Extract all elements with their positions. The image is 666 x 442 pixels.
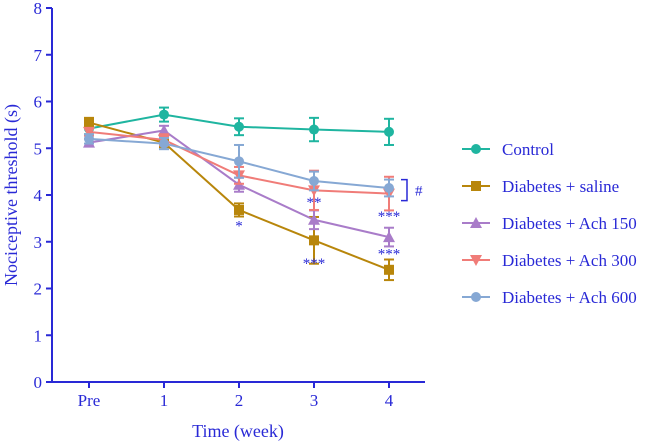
significance-marker: ***	[378, 246, 401, 262]
data-point	[234, 156, 244, 167]
x-axis-title: Time (week)	[192, 421, 284, 442]
legend-label: Control	[502, 140, 554, 159]
data-point	[83, 126, 95, 138]
x-tick-label: 4	[385, 391, 394, 410]
legend-item: Diabetes + Ach 300	[462, 251, 637, 270]
y-tick-label: 8	[34, 0, 43, 18]
data-point	[309, 175, 319, 186]
y-tick-label: 5	[34, 139, 43, 158]
significance-bracket	[401, 178, 408, 202]
significance-marker: #	[415, 183, 423, 199]
series-4	[84, 133, 394, 198]
legend-marker	[470, 217, 482, 228]
significance-marker: ***	[378, 209, 401, 225]
data-point	[84, 133, 94, 144]
significance-marker: *	[235, 218, 243, 234]
annotations: ************#	[235, 178, 423, 272]
data-point	[384, 126, 394, 137]
legend-marker	[471, 181, 481, 191]
data-point	[158, 124, 170, 136]
legend-item: Diabetes + saline	[462, 177, 619, 196]
x-ticks: Pre 1 2 3 4	[78, 382, 394, 410]
legend-item: Diabetes + Ach 600	[462, 288, 637, 307]
significance-marker: **	[307, 195, 322, 211]
y-tick-label: 3	[34, 233, 43, 252]
data-point	[384, 182, 394, 193]
legend-marker	[470, 255, 482, 266]
data-point	[308, 213, 320, 225]
data-point	[384, 264, 394, 275]
y-axis-title: Nociceptive threshold (s)	[1, 104, 22, 286]
legend-marker	[471, 292, 481, 302]
y-tick-label: 6	[34, 93, 43, 112]
y-tick-label: 2	[34, 280, 43, 299]
legend-label: Diabetes + saline	[502, 177, 619, 196]
data-point	[159, 109, 169, 120]
data-point	[309, 235, 319, 246]
legend-item: Control	[462, 140, 554, 159]
legend-marker	[471, 144, 481, 154]
y-tick-label: 0	[34, 373, 43, 392]
series-0	[84, 106, 394, 146]
x-tick-label: Pre	[78, 391, 101, 410]
x-tick-label: 3	[310, 391, 319, 410]
data-point	[383, 231, 395, 243]
series-layer	[83, 106, 395, 282]
x-tick-label: 2	[235, 391, 244, 410]
data-point	[234, 204, 244, 215]
legend: Control Diabetes + saline Diabetes + Ach 1…	[462, 140, 637, 307]
legend-label: Diabetes + Ach 150	[502, 214, 637, 233]
y-ticks: 0 1 2 3 4 5 6 7 8	[34, 0, 52, 392]
data-point	[159, 138, 169, 149]
axes	[51, 8, 425, 383]
x-tick-label: 1	[160, 391, 169, 410]
data-point	[84, 117, 94, 128]
y-tick-label: 4	[34, 186, 43, 205]
y-tick-label: 7	[34, 46, 43, 65]
data-point	[234, 121, 244, 132]
y-tick-label: 1	[34, 326, 43, 345]
significance-marker: ***	[303, 256, 326, 272]
legend-label: Diabetes + Ach 300	[502, 251, 637, 270]
data-point	[309, 124, 319, 135]
legend-label: Diabetes + Ach 600	[502, 288, 637, 307]
legend-item: Diabetes + Ach 150	[462, 214, 637, 233]
